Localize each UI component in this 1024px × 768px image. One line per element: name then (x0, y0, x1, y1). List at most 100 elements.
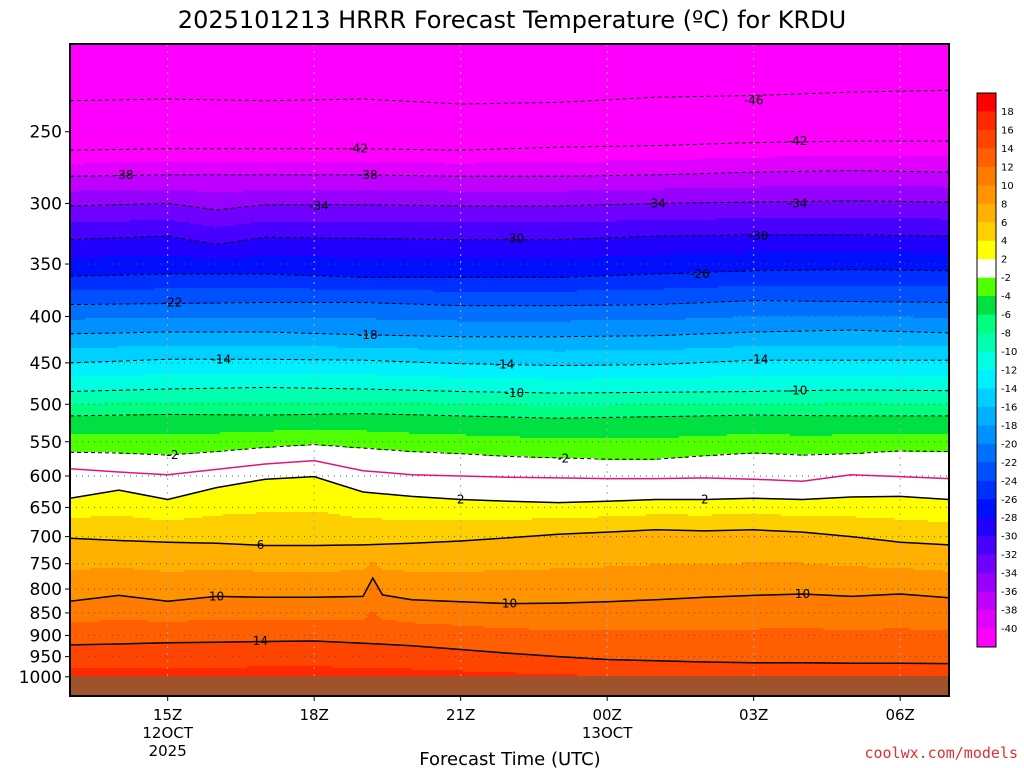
temperature-cell (337, 44, 341, 163)
temperature-cell (382, 596, 386, 621)
temperature-cell (94, 334, 98, 349)
temperature-cell (190, 454, 194, 495)
temperature-cell (385, 258, 389, 279)
temperature-cell (127, 568, 131, 597)
temperature-cell (73, 362, 77, 379)
temperature-cell (349, 258, 353, 277)
temperature-cell (154, 600, 158, 623)
temperature-cell (79, 348, 83, 363)
temperature-cell (157, 600, 161, 623)
temperature-cell (340, 302, 344, 319)
temperature-cell (250, 256, 254, 275)
temperature-cell (220, 402, 224, 415)
temperature-cell (235, 402, 239, 415)
temperature-cell (256, 174, 260, 191)
temperature-cell (187, 494, 191, 519)
temperature-cell (106, 238, 110, 257)
temperature-cell (145, 402, 149, 415)
temperature-cell (244, 620, 248, 643)
temperature-cell (364, 162, 368, 175)
temperature-cell (166, 190, 170, 205)
temperature-cell (328, 334, 332, 347)
temperature-cell (331, 374, 335, 389)
temperature-cell (337, 222, 341, 239)
temperature-cell (262, 512, 266, 547)
temperature-cell (172, 360, 176, 375)
temperature-cell (337, 514, 341, 547)
temperature-cell (370, 544, 374, 563)
temperature-cell (241, 432, 245, 451)
temperature-cell (370, 318, 374, 335)
temperature-cell (250, 346, 254, 361)
temperature-cell (202, 162, 206, 175)
temperature-cell (253, 174, 257, 191)
temperature-cell (103, 206, 107, 223)
temperature-cell (103, 238, 107, 257)
temperature-cell (178, 572, 182, 601)
temperature-cell (382, 258, 386, 279)
temperature-cell (160, 190, 164, 205)
temperature-cell (202, 226, 206, 243)
temperature-cell (112, 256, 116, 277)
temperature-cell (109, 452, 113, 493)
temperature-cell (112, 348, 116, 363)
temperature-cell (277, 346, 281, 361)
temperature-cell (193, 190, 197, 209)
temperature-cell (199, 44, 203, 163)
temperature-cell (244, 432, 248, 451)
temperature-cell (250, 162, 254, 175)
temperature-cell (85, 376, 89, 393)
temperature-cell (115, 162, 119, 177)
temperature-cell (304, 222, 308, 239)
temperature-cell (139, 346, 143, 361)
temperature-cell (394, 44, 398, 163)
temperature-cell (262, 174, 266, 191)
temperature-cell (82, 258, 86, 277)
temperature-cell (112, 376, 116, 391)
temperature-cell (382, 304, 386, 321)
temperature-cell (265, 598, 269, 621)
temperature-cell (331, 190, 335, 205)
temperature-cell (235, 224, 239, 243)
temperature-cell (229, 346, 233, 361)
temperature-cell (121, 402, 125, 417)
temperature-cell (76, 240, 80, 259)
temperature-cell (295, 44, 299, 163)
temperature-cell (127, 274, 131, 291)
temperature-cell (262, 256, 266, 275)
temperature-cell (280, 222, 284, 239)
temperature-cell (259, 346, 263, 361)
temperature-cell (148, 318, 152, 333)
temperature-cell (73, 600, 77, 623)
temperature-cell (127, 290, 131, 305)
temperature-cell (169, 402, 173, 415)
temperature-cell (193, 642, 197, 669)
temperature-cell (82, 334, 86, 349)
temperature-cell (388, 620, 392, 645)
temperature-cell (235, 288, 239, 303)
temperature-cell (292, 332, 296, 347)
temperature-cell (394, 520, 398, 545)
temperature-cell (268, 332, 272, 347)
temperature-cell (208, 258, 212, 275)
temperature-cell (367, 644, 371, 669)
temperature-cell (346, 388, 350, 403)
temperature-cell (106, 176, 110, 191)
temperature-cell (196, 414, 200, 435)
temperature-cell (274, 288, 278, 303)
temperature-cell (190, 190, 194, 207)
temperature-cell (265, 318, 269, 333)
temperature-cell (388, 362, 392, 377)
temperature-cell (124, 44, 128, 163)
temperature-cell (100, 258, 104, 277)
temperature-cell (88, 362, 92, 377)
temperature-cell (151, 570, 155, 601)
temperature-cell (238, 388, 242, 403)
temperature-cell (127, 434, 131, 455)
temperature-cell (364, 518, 368, 545)
temperature-cell (229, 226, 233, 243)
temperature-cell (274, 620, 278, 643)
temperature-cell (310, 572, 314, 599)
temperature-cell (334, 484, 338, 515)
temperature-cell (313, 302, 317, 319)
